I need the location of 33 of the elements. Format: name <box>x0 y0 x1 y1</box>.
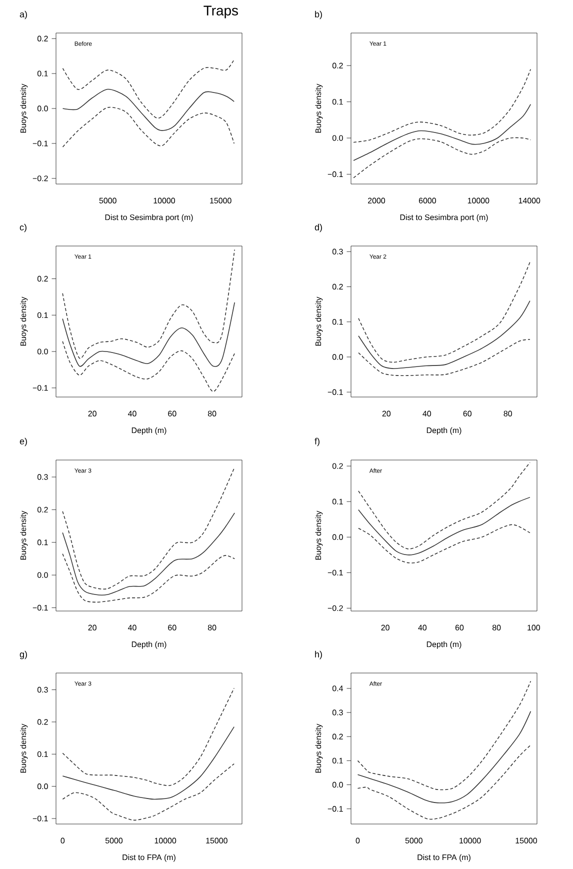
line-series <box>358 300 530 369</box>
line-series <box>62 726 234 800</box>
line-series <box>357 680 532 790</box>
text: h) <box>315 650 322 660</box>
line-series <box>62 302 236 367</box>
line-series <box>353 137 532 178</box>
line-series <box>62 763 234 821</box>
line-series <box>62 553 236 603</box>
line-series <box>353 104 532 161</box>
line-series <box>358 496 530 556</box>
line-series <box>62 512 236 596</box>
line-series <box>357 744 532 820</box>
line-series <box>62 688 234 786</box>
line-series <box>62 106 235 148</box>
line-series <box>62 249 236 358</box>
line-series <box>62 59 235 118</box>
line-series <box>353 68 532 143</box>
text: a) <box>20 10 27 20</box>
line-series <box>358 339 530 376</box>
line-series <box>62 466 236 590</box>
text: e) <box>20 438 27 446</box>
line-series <box>358 462 530 550</box>
line-series <box>358 524 530 564</box>
text: c) <box>20 224 26 232</box>
chart-title: Traps <box>204 6 238 18</box>
text: g) <box>20 650 27 660</box>
line-series <box>358 262 530 363</box>
line-series <box>357 710 532 804</box>
line-series <box>62 340 236 392</box>
text: b) <box>315 10 322 20</box>
text: d) <box>314 224 322 232</box>
text: f) <box>314 438 320 446</box>
line-series <box>62 88 235 131</box>
